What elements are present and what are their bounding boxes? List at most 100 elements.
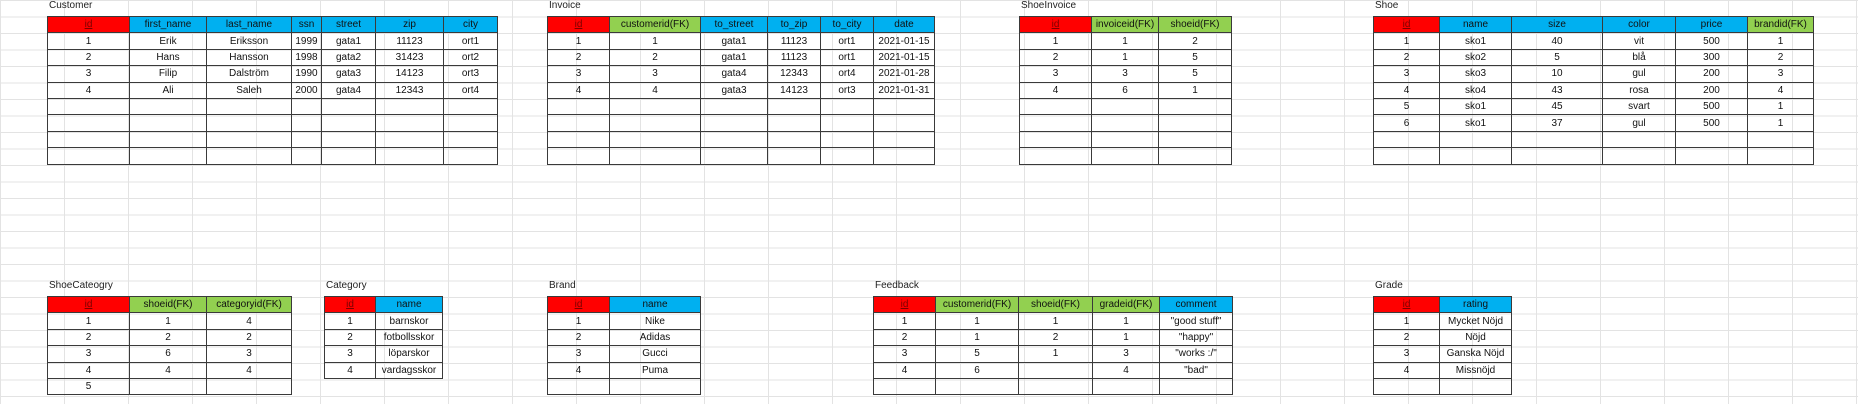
empty-cell <box>375 97 444 116</box>
table-cell: ort3 <box>820 81 874 99</box>
empty-row <box>47 130 498 149</box>
column-header: color <box>1602 15 1676 34</box>
empty-cell <box>206 130 292 149</box>
table-cell: 10 <box>1511 65 1603 83</box>
shoecategory-grid: id shoeid(FK) categoryid(FK) 1 1 4 2 2 2 3 6 3 4 4 4 5 <box>47 295 292 396</box>
empty-cell <box>443 97 498 116</box>
table-cell: svart <box>1602 97 1676 116</box>
empty-cell <box>1158 114 1232 132</box>
table-title: Invoice <box>549 0 581 11</box>
empty-row <box>1019 147 1232 165</box>
empty-cell <box>1158 97 1232 116</box>
table-row: 3 Gucci <box>547 345 701 363</box>
empty-cell <box>1373 130 1440 149</box>
empty-cell <box>1675 130 1748 149</box>
table-cell: 4 <box>873 361 936 379</box>
column-header: price <box>1675 15 1748 34</box>
empty-cell <box>291 130 322 149</box>
empty-row <box>547 147 935 165</box>
empty-cell <box>1439 147 1512 165</box>
table-cell: 4 <box>1373 81 1440 99</box>
column-header: name <box>1439 15 1512 34</box>
table-cell: sko2 <box>1439 48 1512 67</box>
table-cell: 4 <box>609 81 701 99</box>
empty-cell <box>609 147 701 165</box>
empty-cell <box>1091 114 1159 132</box>
foreign-key-header: gradeid(FK) <box>1092 295 1160 314</box>
table-cell: 3 <box>1747 65 1814 83</box>
empty-cell <box>47 97 130 116</box>
empty-row <box>1019 130 1232 149</box>
table-row: 2 sko2 5 blå 300 2 <box>1373 48 1814 67</box>
table-cell: Nike <box>609 312 701 330</box>
table-cell: gata3 <box>321 65 376 83</box>
table-cell: Puma <box>609 361 701 379</box>
empty-cell <box>1747 147 1814 165</box>
table-cell: 45 <box>1511 97 1603 116</box>
empty-row <box>873 377 1233 396</box>
empty-cell <box>1092 377 1160 396</box>
table-cell: 4 <box>1373 361 1440 379</box>
empty-cell <box>547 114 610 132</box>
invoice-grid: id customerid(FK) to_street to_zip to_city da… <box>547 15 935 165</box>
table-cell: "good stuff" <box>1159 312 1233 330</box>
table-cell: 500 <box>1675 32 1748 50</box>
table-row: 1 1 gata1 11123 ort1 2021-01-15 <box>547 32 935 50</box>
column-header: city <box>443 15 498 34</box>
table-cell: ort4 <box>443 81 498 99</box>
table-cell: 5 <box>47 377 130 396</box>
empty-cell <box>1091 97 1159 116</box>
empty-cell <box>873 97 935 116</box>
table-title: Brand <box>549 280 576 291</box>
table-cell: 2 <box>1747 48 1814 67</box>
header-row: id customerid(FK) shoeid(FK) gradeid(FK) com… <box>873 295 1233 314</box>
empty-cell <box>700 130 768 149</box>
empty-cell <box>206 97 292 116</box>
empty-cell <box>1747 130 1814 149</box>
table-cell: gata4 <box>321 81 376 99</box>
table-cell: 4 <box>129 361 207 379</box>
table-cell: 5 <box>1158 48 1232 67</box>
empty-cell <box>700 147 768 165</box>
table-cell: 1 <box>1373 32 1440 50</box>
foreign-key-header: brandid(FK) <box>1747 15 1814 34</box>
table-cell: rosa <box>1602 81 1676 99</box>
empty-cell <box>609 377 701 396</box>
category-table: Category id name 1 barnskor 2 fotbollsskor 3 lö… <box>324 280 443 379</box>
table-cell: Filip <box>129 65 207 83</box>
empty-cell <box>1158 130 1232 149</box>
table-cell: sko1 <box>1439 114 1512 132</box>
table-cell: 31423 <box>375 48 444 67</box>
table-row: 3 sko3 10 gul 200 3 <box>1373 65 1814 83</box>
empty-cell <box>820 114 874 132</box>
column-header: zip <box>375 15 444 34</box>
table-row: 1 Erik Eriksson 1999 gata1 11123 ort1 <box>47 32 498 50</box>
table-cell: 40 <box>1511 32 1603 50</box>
column-header: name <box>609 295 701 314</box>
empty-cell <box>1019 147 1092 165</box>
empty-cell <box>767 114 821 132</box>
table-cell: 1 <box>935 328 1019 347</box>
table-cell: 2 <box>324 328 376 347</box>
table-cell: 1 <box>547 32 610 50</box>
header-row: id shoeid(FK) categoryid(FK) <box>47 295 292 314</box>
empty-cell <box>375 130 444 149</box>
table-title: Feedback <box>875 280 919 291</box>
header-row: id name size color price brandid(FK) <box>1373 15 1814 34</box>
table-cell: 1990 <box>291 65 322 83</box>
empty-cell <box>443 130 498 149</box>
empty-cell <box>206 147 292 165</box>
table-title: Category <box>326 280 367 291</box>
table-cell: 4 <box>1019 81 1092 99</box>
grade-grid: id rating 1 Mycket Nöjd 2 Nöjd 3 Ganska Nöjd 4 Mi… <box>1373 295 1512 396</box>
primary-key-header: id <box>1373 15 1440 34</box>
table-cell: 1 <box>1091 48 1159 67</box>
primary-key-header: id <box>47 295 130 314</box>
empty-cell <box>129 147 207 165</box>
empty-cell <box>609 114 701 132</box>
